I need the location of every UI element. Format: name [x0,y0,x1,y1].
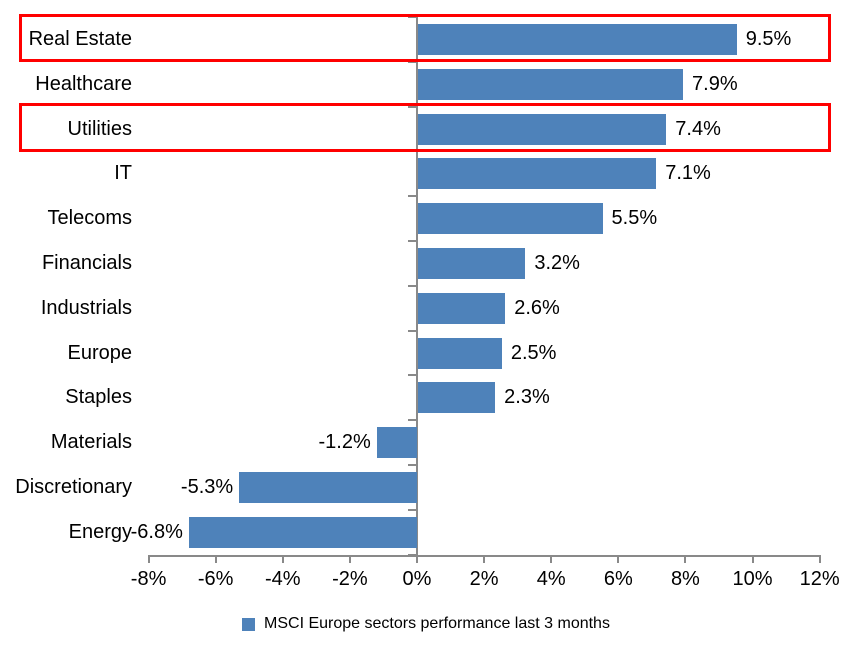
category-axis-tick [408,329,417,332]
value-label-industrials: 2.6% [514,296,560,319]
category-label-healthcare: Healthcare [35,72,132,95]
category-label-europe: Europe [67,341,133,364]
category-axis-line [416,16,418,555]
legend-label: MSCI Europe sectors performance last 3 m… [264,615,610,632]
value-axis-tick [214,554,217,563]
value-axis-tick [281,554,284,563]
bar-staples [418,382,496,414]
legend: MSCI Europe sectors performance last 3 m… [0,611,852,637]
value-axis-tick [483,554,486,563]
value-axis-tick [348,554,351,563]
value-axis-tick-label: 8% [670,568,700,590]
value-label-telecoms: 5.5% [611,207,658,230]
value-label-financials: 3.2% [534,252,580,274]
category-label-it: IT [114,162,132,185]
category-axis-tick [408,508,417,511]
value-axis-tick-label: -2% [332,568,368,590]
category-label-materials: Materials [50,431,132,454]
value-axis-tick [751,554,754,563]
value-axis-tick [818,554,821,563]
value-axis-tick-label: -6% [197,568,234,590]
category-label-industrials: Industrials [40,296,132,319]
bar-europe [418,337,502,369]
value-label-real-estate: 9.5% [745,28,792,50]
value-label-discretionary: -5.3% [180,476,234,498]
bar-financials [418,247,526,279]
value-label-materials: -1.2% [318,431,371,454]
value-axis-tick-label: -8% [130,568,167,590]
legend-marker-icon [242,617,256,631]
category-axis-tick [408,374,417,377]
bar-energy [188,516,417,548]
value-axis-tick-label: 0% [402,568,432,590]
value-label-energy: -6.8% [130,520,183,543]
category-label-utilities: Utilities [67,117,132,140]
category-axis-tick [408,16,417,18]
category-axis-tick [408,105,417,108]
category-label-financials: Financials [41,252,132,274]
category-label-staples: Staples [65,386,132,409]
value-label-utilities: 7.4% [675,117,721,140]
bar-healthcare [418,68,684,100]
value-axis-tick [617,554,620,563]
bar-real-estate [418,23,737,55]
value-axis-tick-label: 12% [799,568,840,590]
category-label-real-estate: Real Estate [28,28,132,50]
value-axis-tick [550,554,553,563]
value-axis-tick-label: 2% [469,568,499,590]
highlight-box-real-estate [19,13,831,63]
category-axis-tick [408,195,417,198]
category-axis-tick [408,284,417,287]
bar-discretionary [239,471,417,503]
category-label-telecoms: Telecoms [47,207,132,230]
value-axis-tick [147,554,150,563]
value-axis-tick-label: -4% [265,568,301,590]
value-label-staples: 2.3% [504,386,550,409]
category-axis-tick [408,240,417,242]
category-axis-tick [408,419,417,422]
value-axis-tick-label: 6% [603,568,633,590]
value-axis-tick [684,554,687,563]
bar-industrials [418,292,506,324]
category-label-discretionary: Discretionary [15,476,132,498]
value-label-it: 7.1% [665,162,711,185]
value-label-healthcare: 7.9% [692,72,738,95]
value-axis-tick-label: 10% [732,568,773,590]
value-axis-tick-label: 4% [536,568,566,590]
value-axis-tick [416,554,418,563]
category-label-energy: Energy [68,520,132,543]
bar-utilities [418,113,667,145]
bar-it [418,158,657,190]
bar-telecoms [418,203,603,235]
bar-materials [376,427,417,459]
highlight-box-utilities [19,103,831,152]
value-label-europe: 2.5% [510,341,557,364]
category-axis-tick [408,464,417,466]
